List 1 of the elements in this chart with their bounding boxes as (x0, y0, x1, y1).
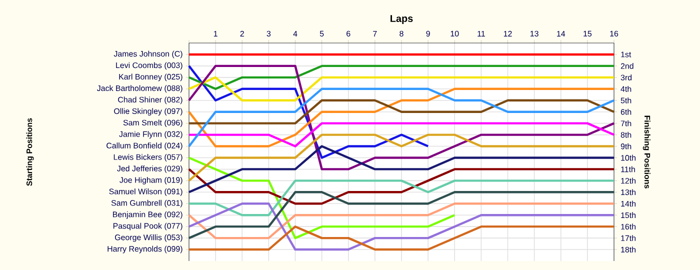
x-axis-title: Laps (390, 15, 413, 24)
